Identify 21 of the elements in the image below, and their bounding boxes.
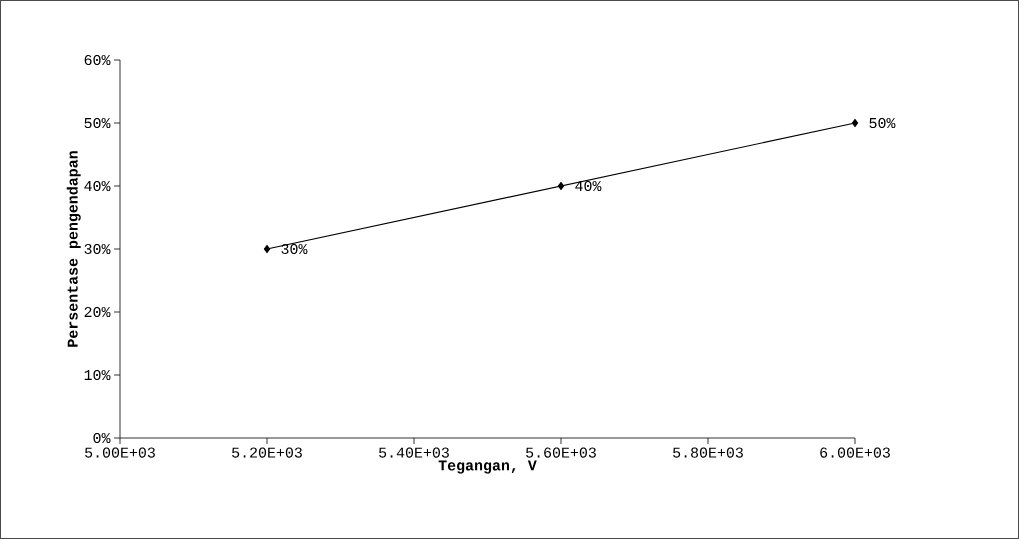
x-tick-label: 5.00E+03 xyxy=(85,447,155,458)
y-tick-label: 60% xyxy=(84,54,111,66)
data-label: 50% xyxy=(869,117,896,129)
x-tick-label: 6.00E+03 xyxy=(820,447,890,458)
y-tick-label: 10% xyxy=(84,369,111,381)
y-tick-label: 0% xyxy=(93,432,111,444)
y-tick-label: 40% xyxy=(84,180,111,192)
point xyxy=(557,181,565,191)
y-axis-title: Persentase pengendapan xyxy=(66,151,81,347)
x-tick-label: 5.60E+03 xyxy=(526,447,596,458)
point xyxy=(851,118,859,128)
x-axis-title: Tegangan, V xyxy=(438,460,537,474)
y-tick-label: 50% xyxy=(84,117,111,129)
x-tick-label: 5.20E+03 xyxy=(232,447,302,458)
data-label: 30% xyxy=(281,243,308,255)
y-tick-label: 20% xyxy=(84,306,111,318)
data-label: 40% xyxy=(575,180,602,192)
y-tick-label: 30% xyxy=(84,243,111,255)
x-tick-label: 5.80E+03 xyxy=(673,447,743,458)
point xyxy=(263,244,271,254)
x-tick-label: 5.40E+03 xyxy=(379,447,449,458)
